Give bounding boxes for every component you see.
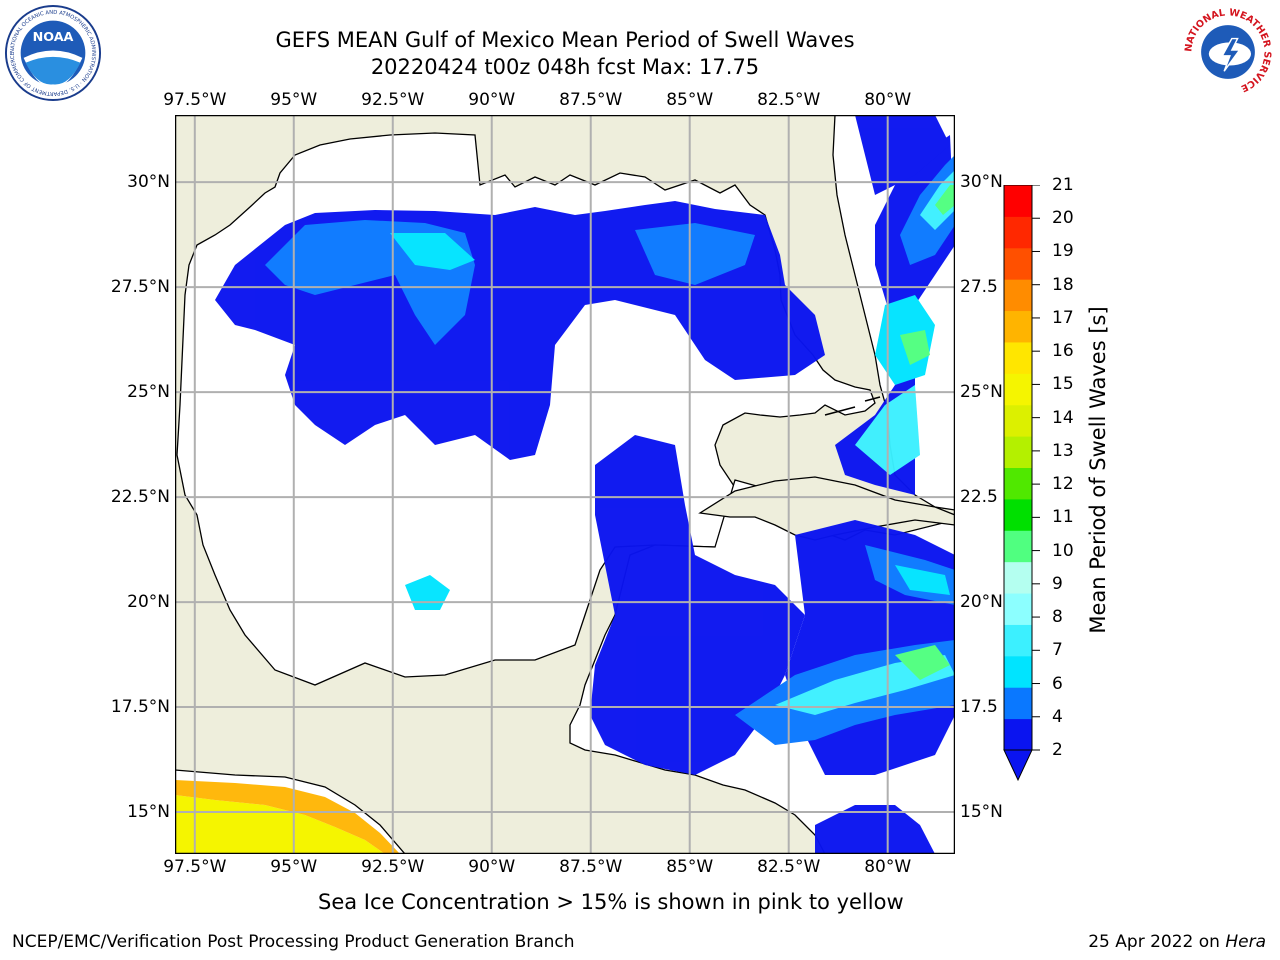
sea-ice-caption: Sea Ice Concentration > 15% is shown in … [318, 890, 904, 914]
footer-date: 25 Apr 2022 on Hera [1088, 932, 1266, 952]
lat-tick-label: 17.5 [960, 697, 998, 718]
noaa-logo: NATIONAL OCEANIC AND ATMOSPHERIC ADMINIS… [4, 4, 102, 102]
swell-shading [215, 115, 955, 854]
graticule [175, 115, 955, 854]
lon-tick-label: 82.5°W [757, 857, 821, 877]
colorbar-segment [1004, 530, 1032, 563]
colorbar-segment [1004, 655, 1032, 688]
colorbar-label: Mean Period of Swell Waves [s] [1086, 306, 1110, 634]
colorbar-tick-label: 14 [1052, 407, 1074, 428]
lon-tick-label: 87.5°W [559, 90, 623, 110]
colorbar-tick-label: 21 [1052, 175, 1074, 195]
colorbar-segment [1004, 247, 1032, 280]
colorbar-tick-label: 16 [1052, 341, 1074, 362]
map-panel [175, 115, 955, 854]
lon-tick-label: 82.5°W [757, 90, 821, 110]
lon-tick-label: 97.5°W [163, 857, 227, 877]
lat-tick-label: 15°N [127, 802, 170, 822]
lon-tick-label: 80°W [864, 90, 912, 110]
lon-tick-label: 85°W [666, 90, 714, 110]
lon-tick-label: 92.5°W [361, 857, 425, 877]
colorbar-tick-label: 20 [1052, 208, 1074, 229]
lon-tick-label: 85°W [666, 857, 714, 877]
lon-tick-label: 90°W [468, 90, 516, 110]
colorbar-tick-label: 19 [1052, 241, 1074, 262]
colorbar-tick-label: 9 [1052, 573, 1063, 594]
colorbar-segment [1004, 341, 1032, 374]
sea-ice-shading-yellow [175, 795, 385, 854]
colorbar-tick-label: 15 [1052, 374, 1074, 395]
lon-tick-label: 95°W [270, 857, 318, 877]
lat-tick-label: 22.5 [960, 487, 998, 508]
map-frame [175, 115, 955, 854]
footer-machine: Hera [1225, 932, 1266, 952]
noaa-logo-text: NOAA [33, 30, 74, 45]
lon-tick-label: 92.5°W [361, 90, 425, 110]
lon-tick-label: 95°W [270, 90, 318, 110]
colorbar-tick-label: 11 [1052, 507, 1074, 528]
lat-tick-label: 22.5°N [110, 487, 170, 508]
lat-tick-label: 27.5°N [110, 277, 170, 298]
colorbar-tick-label: 17 [1052, 307, 1074, 328]
chart-subtitle: 20220424 t00z 048h fcst Max: 17.75 [370, 55, 760, 79]
colorbar-extend-arrow [1003, 749, 1033, 782]
lat-tick-label: 30°N [960, 172, 1003, 193]
colorbar-tick-label: 10 [1052, 540, 1074, 561]
lat-tick-label: 25°N [960, 382, 1003, 403]
colorbar-segment [1004, 498, 1032, 531]
colorbar-tick-label: 4 [1052, 706, 1063, 727]
colorbar-segment [1004, 687, 1032, 720]
lat-tick-label: 17.5°N [110, 697, 170, 718]
colorbar-tick-label: 6 [1052, 673, 1063, 694]
colorbar-segment [1004, 373, 1032, 406]
colorbar-segment [1004, 593, 1032, 625]
lat-tick-label: 15°N [960, 802, 1003, 822]
colorbar-tick-label: 8 [1052, 607, 1063, 628]
lat-tick-label: 30°N [127, 172, 170, 193]
cuba [698, 476, 955, 541]
colorbar-segment [1004, 624, 1032, 657]
colorbar-segment [1004, 467, 1032, 500]
lat-tick-label: 25°N [127, 382, 170, 403]
colorbar-tick-label: 2 [1052, 740, 1063, 760]
sea-ice-shading-orange [175, 780, 400, 854]
colorbar-segment [1004, 185, 1032, 217]
colorbar-tick-label: 13 [1052, 440, 1074, 461]
colorbar-tick-label: 12 [1052, 474, 1074, 495]
florida-keys [824, 396, 881, 416]
footer-date-text: 25 Apr 2022 on [1088, 932, 1226, 952]
lat-tick-label: 27.5 [960, 277, 998, 298]
lat-tick-label: 20°N [960, 592, 1003, 613]
colorbar-segment [1004, 216, 1032, 249]
colorbar-segment [1004, 561, 1032, 594]
colorbar-tick-label: 7 [1052, 640, 1063, 661]
colorbar [1003, 185, 1040, 782]
lon-tick-label: 80°W [864, 857, 912, 877]
colorbar-segment [1004, 310, 1032, 343]
colorbar-tick-label: 18 [1052, 274, 1074, 295]
lon-tick-label: 87.5°W [559, 857, 623, 877]
colorbar-segment [1004, 279, 1032, 312]
colorbar-segment [1004, 436, 1032, 468]
colorbar-frame [1003, 185, 1033, 751]
colorbar-segment [1004, 404, 1032, 437]
chart-title: GEFS MEAN Gulf of Mexico Mean Period of … [275, 28, 855, 52]
nws-logo: NATIONAL WEATHER SERVICE [1181, 5, 1275, 99]
colorbar-segment [1004, 718, 1032, 751]
lat-tick-label: 20°N [127, 592, 170, 613]
footer-credit: NCEP/EMC/Verification Post Processing Pr… [12, 932, 575, 952]
lon-tick-label: 90°W [468, 857, 516, 877]
lon-tick-label: 97.5°W [163, 90, 227, 110]
